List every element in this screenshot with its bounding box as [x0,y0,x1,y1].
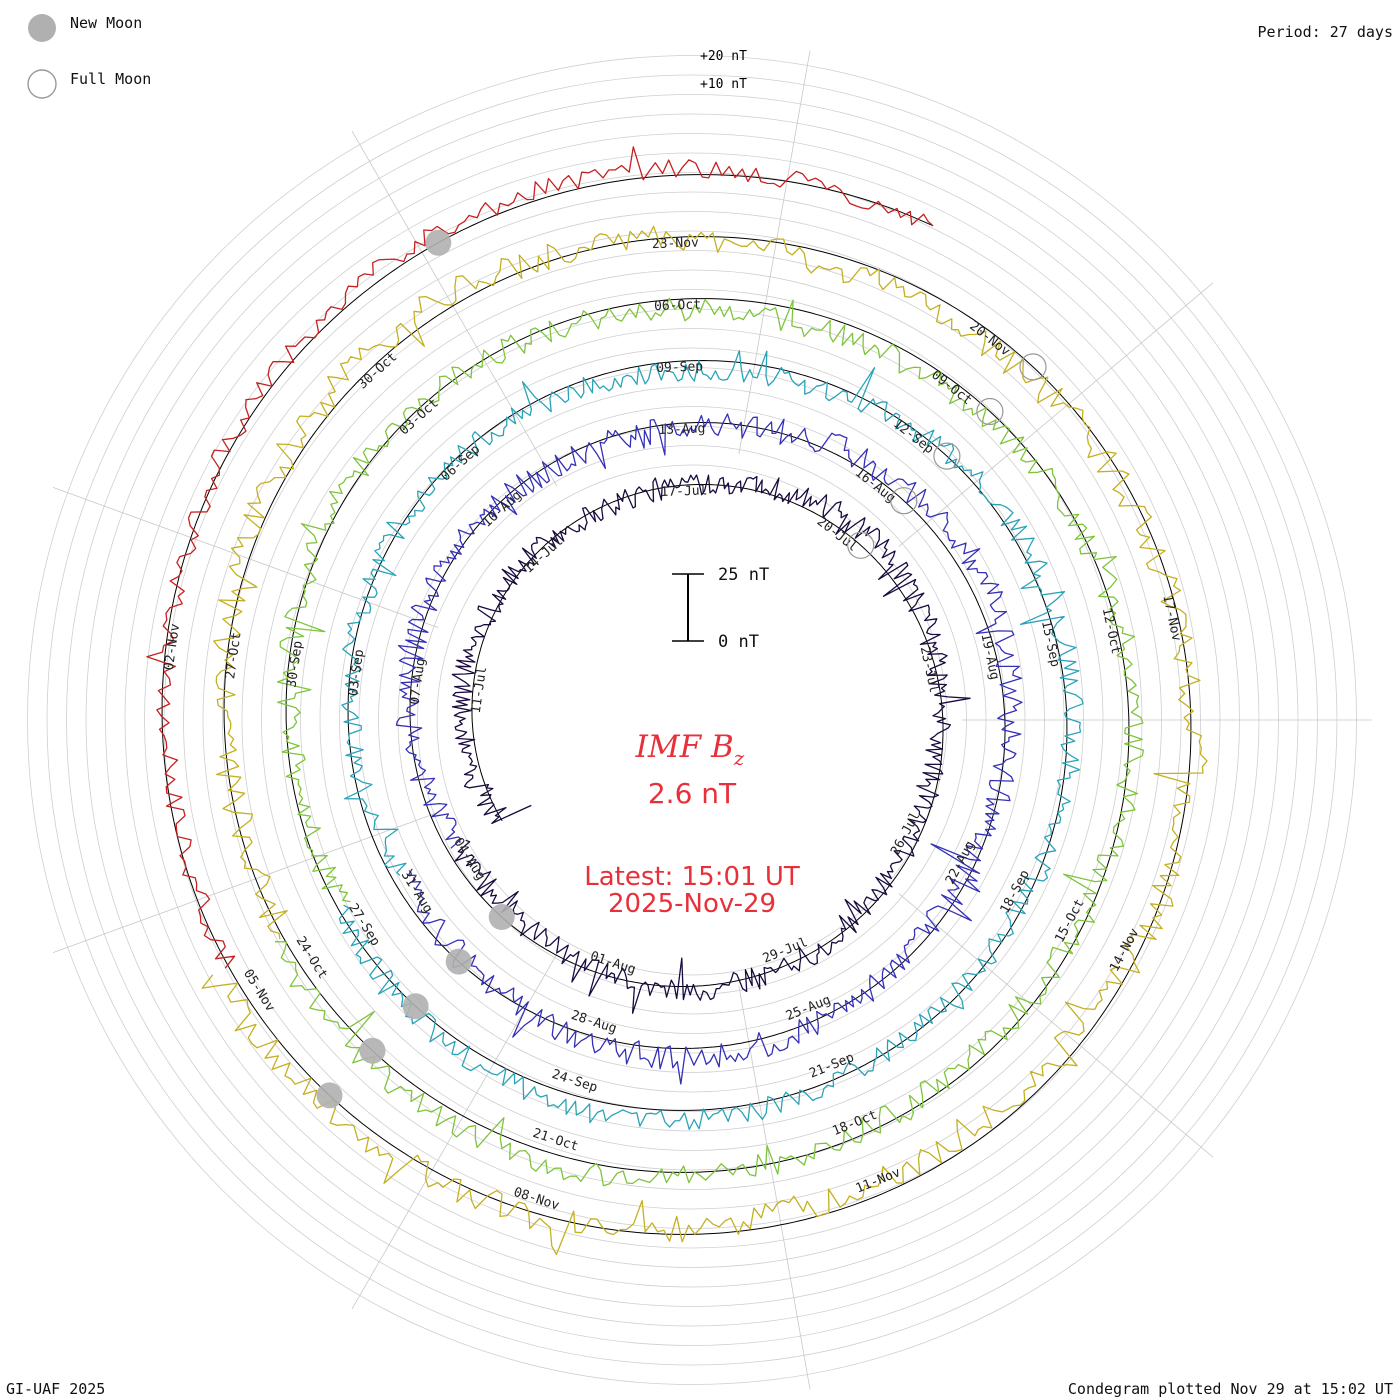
date-label: 18-Oct [830,1108,879,1140]
period-label: Period: 27 days [1258,23,1393,41]
scale-bottom-label: 0 nT [718,632,759,652]
date-label: 03-Sep [346,648,367,697]
date-label: 06-Oct [654,297,701,314]
grid-spoke [898,893,1214,1158]
full-moon-marker [890,487,918,515]
date-label: 13-Aug [658,421,705,438]
date-label: 15-Sep [1038,619,1062,668]
grid-ring [436,464,948,976]
date-label: 30-Oct [355,350,400,393]
series-trace [395,413,1023,1085]
grid-spoke [52,487,439,629]
series-trace [338,350,1084,1131]
series-layer [146,146,1208,1256]
date-label: 23-Nov [652,235,700,252]
date-label: 23-Jul [917,645,941,694]
new-moon-marker [316,1082,343,1109]
date-label: 11-Nov [854,1165,903,1197]
center-value: 2.6 nT [648,777,737,810]
scale-bar [672,573,704,642]
scale-top-label: 25 nT [718,565,769,585]
credit-label: GI-UAF 2025 [6,1380,105,1398]
series-trace [146,146,934,969]
date-label: 05-Nov [240,967,278,1015]
full-moon-marker [1019,353,1047,381]
new-moon-marker [359,1037,386,1064]
plotted-label: Condegram plotted Nov 29 at 15:02 UT [1068,1380,1393,1398]
new-moon-marker [425,229,452,256]
date-label: 02-Nov [162,623,183,672]
series-trace [274,297,1145,1187]
moon-markers [316,229,1047,1109]
full-moon-icon [27,69,57,99]
new-moon-marker [402,993,429,1020]
grid-spoke [738,985,811,1390]
full-moon-marker [933,442,961,470]
center-title: IMF Bz [635,729,745,770]
date-label: 24-Oct [293,934,331,982]
date-label: 20-Nov [966,319,1012,360]
date-label: 30-Sep [285,640,306,689]
date-label: 17-Nov [1159,594,1183,643]
date-label: 29-Jul [761,935,810,967]
date-label: 21-Sep [807,1050,856,1082]
zero-baseline [392,422,1006,1050]
full-moon-marker [847,531,875,559]
center-latest: Latest: 15:01 UT [584,862,800,892]
center-title-sub: z [733,746,745,770]
date-label: 26-Jul [888,809,923,858]
grid-spoke [52,811,439,953]
zero-baseline [337,359,1068,1111]
new-moon-marker [488,904,515,930]
zero-baseline [282,298,1130,1173]
grid-spoke [351,130,558,487]
zero-baseline [161,174,934,967]
date-label: 07-Aug [407,657,428,706]
full-moon-marker [976,397,1004,426]
grid-spoke [738,50,811,455]
legend-new-moon: New Moon [70,14,142,32]
grid-ring [319,347,1065,1093]
date-label: 21-Oct [531,1126,580,1155]
date-label: 11-Jul [469,666,490,715]
new-moon-marker [445,948,472,975]
series-trace [201,225,1208,1256]
date-label: 19-Aug [977,632,1001,681]
date-label: 09-Sep [656,359,704,376]
date-label: 24-Sep [550,1067,599,1096]
date-label: 12-Oct [1099,606,1123,655]
new-moon-icon [28,14,56,42]
date-label: 12-Sep [890,416,936,457]
date-label: 27-Oct [223,631,244,680]
ring-label-plus20: +20 nT [700,49,747,64]
center-title-main: IMF B [635,729,734,765]
legend-full-moon: Full Moon [70,70,151,88]
grid-spoke [898,282,1214,547]
date-label: 17-Jul [660,483,707,500]
date-label: 18-Sep [998,867,1033,916]
center-date: 2025-Nov-29 [608,889,776,919]
series-trace [451,474,971,1014]
ring-label-plus10: +10 nT [700,77,747,92]
zero-baseline [223,236,1192,1235]
